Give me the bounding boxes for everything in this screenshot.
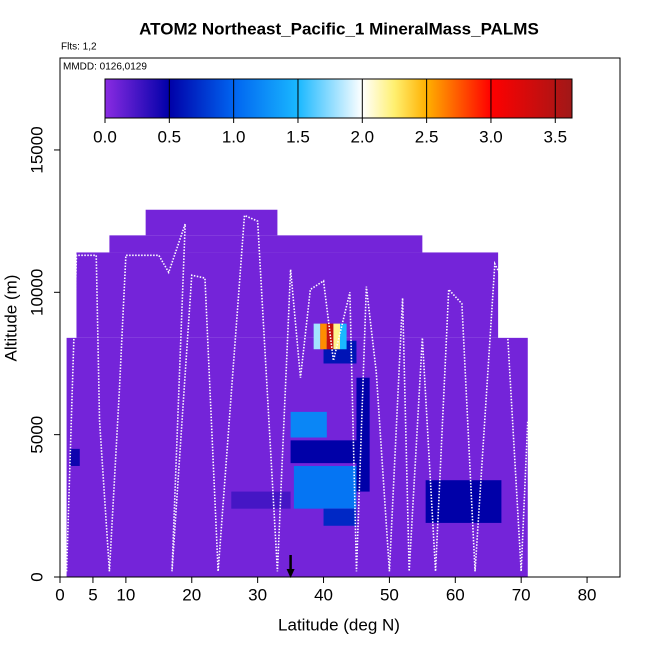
heatmap-cell: [320, 323, 327, 350]
x-tick-label: 50: [380, 585, 399, 604]
track-layer: [65, 214, 529, 572]
heatmap-cell: [313, 323, 321, 350]
y-tick-label: 15000: [27, 126, 46, 173]
x-axis-label: Latitude (deg N): [278, 615, 400, 634]
chart-title: ATOM2 Northeast_Pacific_1 MineralMass_PA…: [139, 19, 539, 38]
dates-label: MMDD: 0126,0129: [63, 62, 147, 73]
flights-label: Flts: 1,2: [61, 42, 97, 53]
x-tick-label: 0: [55, 585, 64, 604]
heatmap-cell: [231, 491, 291, 509]
heatmap-cell: [76, 252, 499, 338]
colorbar-tick-label: 0.5: [158, 127, 182, 146]
colorbar-tick-label: 0.0: [93, 127, 117, 146]
y-tick-label: 10000: [27, 269, 46, 316]
y-tick-label: 5000: [27, 416, 46, 454]
colorbar-tick-label: 3.5: [543, 127, 567, 146]
x-tick-label: 40: [314, 585, 333, 604]
heatmap-cell: [323, 508, 357, 526]
heatmap-cell: [333, 323, 340, 350]
flight-track: [65, 214, 529, 572]
colorbar: [104, 78, 573, 119]
x-tick-label: 30: [248, 585, 267, 604]
heatmap-cell: [145, 209, 278, 236]
heatmap-cell: [69, 448, 80, 466]
x-tick-label: 20: [182, 585, 201, 604]
x-tick-label: 10: [116, 585, 135, 604]
heatmap-cell: [109, 235, 423, 253]
x-tick-label: 5: [88, 585, 97, 604]
heatmap-cell: [425, 480, 502, 523]
heatmap-cell: [293, 465, 357, 509]
x-tick-label: 70: [512, 585, 531, 604]
y-tick-label: 0: [27, 572, 46, 581]
plot-border: [59, 57, 621, 578]
colorbar-tick-label: 3.0: [479, 127, 503, 146]
y-axis-label: Altitude (m): [1, 275, 20, 362]
x-tick-label: 80: [578, 585, 597, 604]
heatmap-cell: [290, 411, 327, 438]
colorbar-tick-label: 2.0: [350, 127, 374, 146]
colorbar-tick-label: 2.5: [415, 127, 439, 146]
heatmap-cell: [290, 440, 357, 464]
x-tick-label: 60: [446, 585, 465, 604]
heatmap-cell: [326, 323, 334, 350]
heatmap-cell: [340, 323, 347, 350]
colorbar-tick-label: 1.0: [222, 127, 246, 146]
colorbar-tick-label: 1.5: [286, 127, 310, 146]
arrow-head: [286, 569, 295, 578]
heatmap: [66, 209, 528, 577]
